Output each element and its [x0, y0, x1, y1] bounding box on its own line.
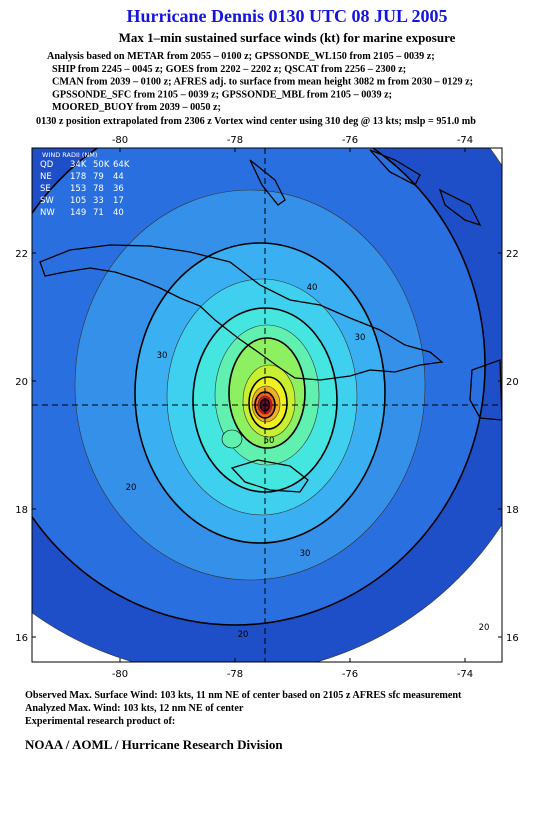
wind-radii-cell: 105	[70, 196, 86, 206]
footer-line: Analyzed Max. Wind: 103 kts, 12 nm NE of…	[25, 703, 244, 714]
wind-radii-cell: 149	[70, 208, 86, 218]
wind-radii-cell: QD	[40, 160, 54, 170]
contour-label: 50	[264, 436, 275, 446]
coastline	[469, 359, 502, 421]
wind-radii-cell: 33	[93, 196, 104, 206]
lat-tick-label: 16	[15, 633, 28, 644]
contour-label: 30	[355, 333, 366, 343]
lon-tick-label: -78	[227, 669, 243, 680]
wind-radii-cell: 71	[93, 208, 104, 218]
lon-tick-label: -74	[457, 135, 473, 146]
wind-contour	[221, 429, 243, 449]
wind-radii-cell: 178	[70, 172, 86, 182]
footer-line: Observed Max. Surface Wind: 103 kts, 11 …	[25, 690, 462, 701]
wind-radii-title: WIND RADII (NM)	[42, 151, 97, 159]
lat-tick-label: 22	[15, 249, 28, 260]
coastline	[230, 459, 309, 493]
lat-tick-label: 20	[15, 377, 28, 388]
map-frame	[31, 147, 503, 663]
lat-tick-label: 20	[506, 377, 519, 388]
organization: NOAA / AOML / Hurricane Research Divisio…	[25, 737, 283, 752]
coastline	[249, 159, 286, 206]
map: 40 30 30 30 20 20 20 50 WIND RADII (NM)QD 34K 50K 6…	[32, 148, 502, 662]
analysis-line: GPSSONDE_SFC from 2105 – 0039 z; GPSSOND…	[52, 89, 392, 100]
coastline	[438, 188, 482, 227]
lat-tick-label: 18	[506, 505, 519, 516]
lon-tick-label: -80	[112, 669, 128, 680]
lon-tick-label: -76	[342, 669, 358, 680]
wind-radii-cell: SW	[40, 196, 54, 206]
wind-radii-cell: SE	[40, 184, 51, 194]
contour-label: 20	[238, 630, 249, 640]
footer-line: Experimental research product of:	[25, 716, 175, 727]
wind-radii-cell: 78	[93, 184, 104, 194]
analysis-line: MOORED_BUOY from 2039 – 0050 z;	[52, 102, 221, 113]
lat-tick-label: 18	[15, 505, 28, 516]
coastline	[39, 244, 444, 381]
analysis-line: Analysis based on METAR from 2055 – 0100…	[47, 51, 435, 62]
contour-label: 30	[300, 549, 311, 559]
coastline	[369, 149, 421, 186]
lon-tick-label: -78	[227, 135, 243, 146]
lon-tick-label: -80	[112, 135, 128, 146]
wind-radii-cell: 36	[113, 184, 124, 194]
wind-radii-cell: NW	[40, 208, 55, 218]
lat-tick-label: 16	[506, 633, 519, 644]
wind-radii-cell: 40	[113, 208, 124, 218]
analysis-line: CMAN from 2039 – 0100 z; AFRES adj. to s…	[52, 77, 473, 88]
wind-radii-cell: 64K	[113, 160, 130, 170]
wind-radii-cell: NE	[40, 172, 52, 182]
wind-radii-cell: 50K	[93, 160, 110, 170]
contour-label: 20	[126, 483, 137, 493]
wind-radii-cell: 44	[113, 172, 124, 182]
contour-label: 30	[157, 351, 168, 361]
wind-radii-cell: 34K	[70, 160, 87, 170]
lat-tick-label: 22	[506, 249, 519, 260]
contour-label: 20	[479, 623, 490, 633]
wind-radii-cell: 79	[93, 172, 104, 182]
title: Hurricane Dennis 0130 UTC 08 JUL 2005	[126, 6, 447, 26]
contour-label: 40	[307, 283, 318, 293]
lon-tick-label: -76	[342, 135, 358, 146]
subtitle: Max 1–min sustained surface winds (kt) f…	[119, 30, 456, 45]
position-note: 0130 z position extrapolated from 2306 z…	[36, 116, 476, 127]
analysis-line: SHIP from 2245 – 0045 z; GOES from 2202 …	[52, 64, 406, 75]
lon-tick-label: -74	[457, 669, 473, 680]
wind-radii-cell: 17	[113, 196, 124, 206]
wind-radii-cell: 153	[70, 184, 86, 194]
